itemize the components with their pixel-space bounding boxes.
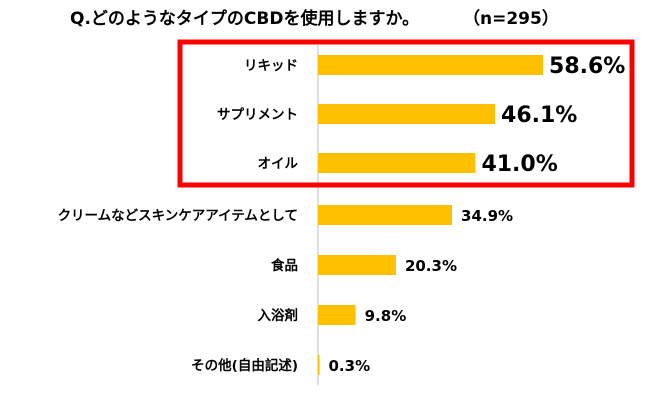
- bar-skincare: [318, 205, 453, 225]
- bar-oil: [318, 153, 476, 173]
- value-label-bath-salt: 9.8%: [365, 307, 407, 325]
- value-label-supplement: 46.1%: [501, 103, 577, 128]
- bar-liquid: [318, 55, 544, 75]
- value-label-skincare: 34.9%: [461, 207, 513, 225]
- bar-bath-salt: [318, 305, 356, 325]
- value-label-liquid: 58.6%: [549, 54, 625, 79]
- value-label-other: 0.3%: [329, 357, 371, 375]
- category-label-supplement: サプリメント: [217, 107, 298, 123]
- category-label-skincare: クリームなどスキンケアアイテムとして: [58, 208, 298, 224]
- bar-supplement: [318, 104, 496, 124]
- category-label-bath-salt: 入浴剤: [258, 307, 299, 324]
- bars-group: リキッド 58.6% サプリメント 46.1% オイル 41.0% クリームなどスキンケアア…: [58, 54, 625, 375]
- category-label-liquid: リキッド: [244, 58, 298, 74]
- category-label-food: 食品: [271, 257, 298, 274]
- value-label-food: 20.3%: [405, 257, 457, 275]
- chart-title: Q.どのようなタイプのCBDを使用しますか。: [70, 8, 419, 29]
- bar-other: [318, 355, 320, 375]
- value-label-oil: 41.0%: [481, 152, 557, 177]
- highlight-box: [177, 39, 635, 188]
- sample-size-label: （n=295）: [463, 8, 559, 29]
- category-label-oil: オイル: [258, 156, 299, 172]
- category-label-other: その他(自由記述): [191, 357, 298, 374]
- bar-food: [318, 255, 396, 275]
